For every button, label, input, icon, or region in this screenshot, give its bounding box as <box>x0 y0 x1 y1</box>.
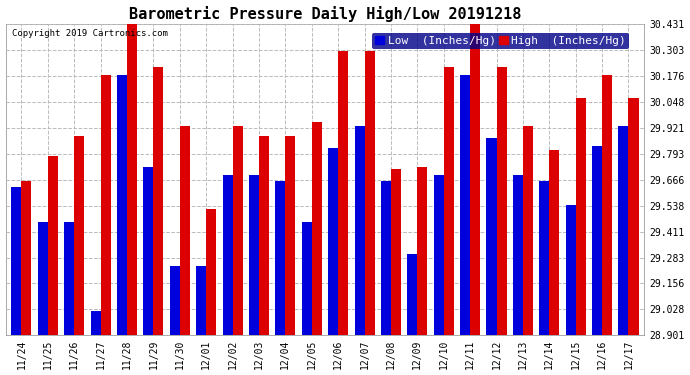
Bar <box>497 67 506 335</box>
Bar <box>618 126 629 335</box>
Bar <box>592 146 602 335</box>
Bar <box>206 209 216 335</box>
Bar <box>90 311 101 335</box>
Bar <box>259 136 269 335</box>
Bar <box>223 175 233 335</box>
Text: Copyright 2019 Cartronics.com: Copyright 2019 Cartronics.com <box>12 29 168 38</box>
Legend: Low  (Inches/Hg), High  (Inches/Hg): Low (Inches/Hg), High (Inches/Hg) <box>372 33 629 50</box>
Bar <box>338 51 348 335</box>
Bar <box>575 98 586 335</box>
Bar <box>38 222 48 335</box>
Bar <box>391 169 401 335</box>
Bar <box>513 175 523 335</box>
Title: Barometric Pressure Daily High/Low 20191218: Barometric Pressure Daily High/Low 20191… <box>129 6 521 21</box>
Bar <box>153 67 164 335</box>
Bar <box>328 148 338 335</box>
Bar <box>21 181 32 335</box>
Bar <box>549 150 560 335</box>
Bar <box>75 136 84 335</box>
Bar <box>302 222 312 335</box>
Bar <box>355 126 364 335</box>
Bar <box>460 75 470 335</box>
Bar <box>144 166 153 335</box>
Bar <box>196 266 206 335</box>
Bar <box>364 51 375 335</box>
Bar <box>381 181 391 335</box>
Bar <box>117 75 127 335</box>
Bar <box>444 67 454 335</box>
Bar <box>407 254 417 335</box>
Bar <box>127 24 137 335</box>
Bar <box>566 205 575 335</box>
Bar <box>101 75 110 335</box>
Bar <box>233 126 243 335</box>
Bar <box>523 126 533 335</box>
Bar <box>602 75 612 335</box>
Bar <box>312 122 322 335</box>
Bar <box>170 266 180 335</box>
Bar <box>434 175 444 335</box>
Bar <box>470 24 480 335</box>
Bar <box>180 126 190 335</box>
Bar <box>540 181 549 335</box>
Bar <box>275 181 286 335</box>
Bar <box>11 187 21 335</box>
Bar <box>48 156 58 335</box>
Bar <box>286 136 295 335</box>
Bar <box>629 98 638 335</box>
Bar <box>249 175 259 335</box>
Bar <box>64 222 75 335</box>
Bar <box>417 166 427 335</box>
Bar <box>486 138 497 335</box>
